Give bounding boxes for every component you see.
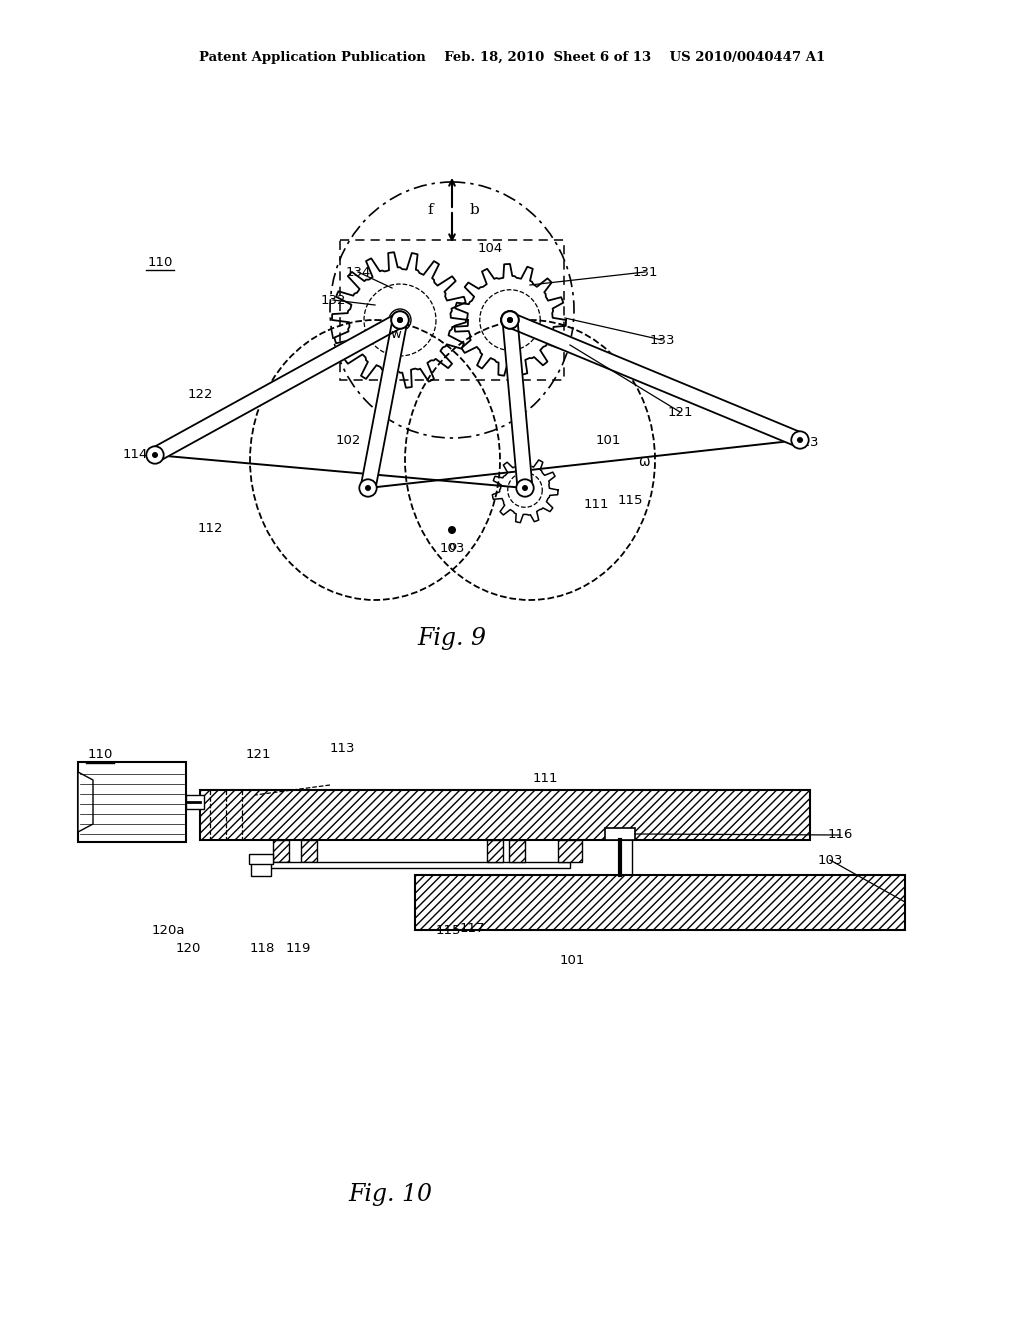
Polygon shape bbox=[152, 313, 403, 462]
Text: Fig. 10: Fig. 10 bbox=[348, 1184, 432, 1206]
Text: Patent Application Publication    Feb. 18, 2010  Sheet 6 of 13    US 2010/004044: Patent Application Publication Feb. 18, … bbox=[199, 51, 825, 65]
Bar bbox=[487, 840, 503, 862]
Text: 134: 134 bbox=[345, 265, 371, 279]
Text: 115: 115 bbox=[617, 494, 643, 507]
Bar bbox=[186, 795, 204, 809]
Circle shape bbox=[365, 484, 371, 491]
Text: 110: 110 bbox=[87, 748, 113, 762]
Bar bbox=[78, 762, 186, 842]
Circle shape bbox=[391, 312, 409, 329]
Circle shape bbox=[792, 432, 809, 449]
Circle shape bbox=[522, 484, 528, 491]
Text: 121: 121 bbox=[668, 405, 693, 418]
Text: 101: 101 bbox=[595, 433, 621, 446]
Bar bbox=[251, 862, 271, 876]
Text: 132: 132 bbox=[321, 293, 346, 306]
Polygon shape bbox=[360, 318, 408, 490]
Circle shape bbox=[797, 437, 803, 444]
Circle shape bbox=[146, 446, 164, 463]
Circle shape bbox=[507, 317, 513, 323]
Circle shape bbox=[391, 312, 409, 329]
Text: 104: 104 bbox=[477, 242, 503, 255]
Text: 113: 113 bbox=[330, 742, 354, 755]
Circle shape bbox=[397, 317, 403, 323]
Bar bbox=[605, 828, 635, 840]
Circle shape bbox=[397, 317, 403, 323]
Bar bbox=[509, 840, 525, 862]
Text: f: f bbox=[427, 203, 433, 216]
Circle shape bbox=[516, 479, 534, 496]
Bar bbox=[268, 862, 570, 869]
Polygon shape bbox=[503, 319, 532, 488]
Bar bbox=[301, 840, 317, 862]
Text: ω: ω bbox=[638, 455, 650, 469]
Bar bbox=[249, 854, 273, 865]
Polygon shape bbox=[507, 313, 803, 447]
Text: 101: 101 bbox=[559, 953, 585, 966]
Text: 120a: 120a bbox=[152, 924, 184, 936]
Polygon shape bbox=[78, 772, 93, 832]
Bar bbox=[301, 840, 317, 862]
Bar bbox=[558, 840, 582, 862]
Bar bbox=[558, 840, 582, 862]
Circle shape bbox=[359, 479, 377, 496]
Circle shape bbox=[507, 317, 513, 323]
Text: 102: 102 bbox=[335, 433, 360, 446]
Text: w: w bbox=[390, 329, 401, 342]
Text: 119: 119 bbox=[286, 941, 310, 954]
Text: o: o bbox=[447, 540, 456, 553]
Text: 103: 103 bbox=[817, 854, 843, 866]
Bar bbox=[415, 875, 905, 931]
Text: 113: 113 bbox=[794, 436, 819, 449]
Circle shape bbox=[502, 312, 519, 329]
Text: 131: 131 bbox=[632, 265, 657, 279]
Text: 103: 103 bbox=[439, 541, 465, 554]
Circle shape bbox=[449, 525, 456, 535]
Text: 116: 116 bbox=[827, 829, 853, 842]
Text: 133: 133 bbox=[649, 334, 675, 346]
Text: 110: 110 bbox=[147, 256, 173, 268]
Circle shape bbox=[502, 312, 519, 329]
Text: 117: 117 bbox=[459, 921, 484, 935]
Text: 111: 111 bbox=[532, 771, 558, 784]
Bar bbox=[273, 840, 289, 862]
Text: b: b bbox=[469, 203, 479, 216]
Text: 115: 115 bbox=[435, 924, 461, 936]
Text: 122: 122 bbox=[187, 388, 213, 401]
Text: 118: 118 bbox=[249, 941, 274, 954]
Bar bbox=[273, 840, 289, 862]
Text: Fig. 9: Fig. 9 bbox=[418, 627, 486, 649]
Text: 111: 111 bbox=[584, 498, 608, 511]
Circle shape bbox=[152, 451, 158, 458]
Bar bbox=[340, 240, 564, 380]
Text: 114: 114 bbox=[122, 449, 147, 462]
Bar bbox=[487, 840, 503, 862]
Text: 120: 120 bbox=[175, 941, 201, 954]
Bar bbox=[509, 840, 525, 862]
Text: 121: 121 bbox=[246, 748, 270, 762]
Text: 112: 112 bbox=[198, 521, 223, 535]
Bar bbox=[200, 789, 810, 840]
